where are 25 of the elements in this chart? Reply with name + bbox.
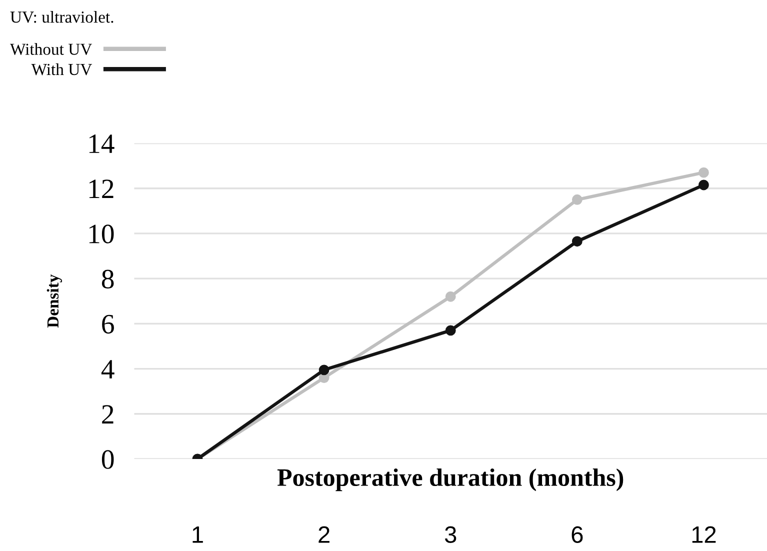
y-tick-label: 10 (89, 224, 114, 244)
point (698, 180, 709, 190)
y-tick-label: 2 (102, 405, 114, 424)
y-tick-label: 0 (102, 450, 114, 469)
point (572, 236, 582, 247)
x-tick-label: 6 (572, 526, 583, 543)
y-tick-label: 6 (102, 314, 114, 334)
point (445, 291, 456, 302)
y-axis-title: Density (46, 274, 62, 328)
x-tick-label: 1 (192, 526, 203, 543)
x-tick-label: 2 (318, 526, 330, 543)
text: UV: ultraviolet. (10, 11, 114, 23)
point (572, 194, 582, 205)
y-tick-label: 12 (89, 180, 114, 198)
x-axis-title: Postoperative duration (months) (277, 468, 624, 492)
y-tick-label: 4 (101, 360, 114, 378)
point (698, 167, 709, 178)
y-tick-label: 14 (89, 134, 114, 153)
x-tick-label: 12 (692, 526, 716, 543)
legend-label: With UV (31, 63, 92, 76)
legend-label: Without UV (10, 43, 92, 55)
point (318, 364, 330, 376)
x-tick-label: 3 (444, 526, 456, 543)
point (445, 325, 456, 336)
y-tick-label: 8 (102, 270, 114, 288)
